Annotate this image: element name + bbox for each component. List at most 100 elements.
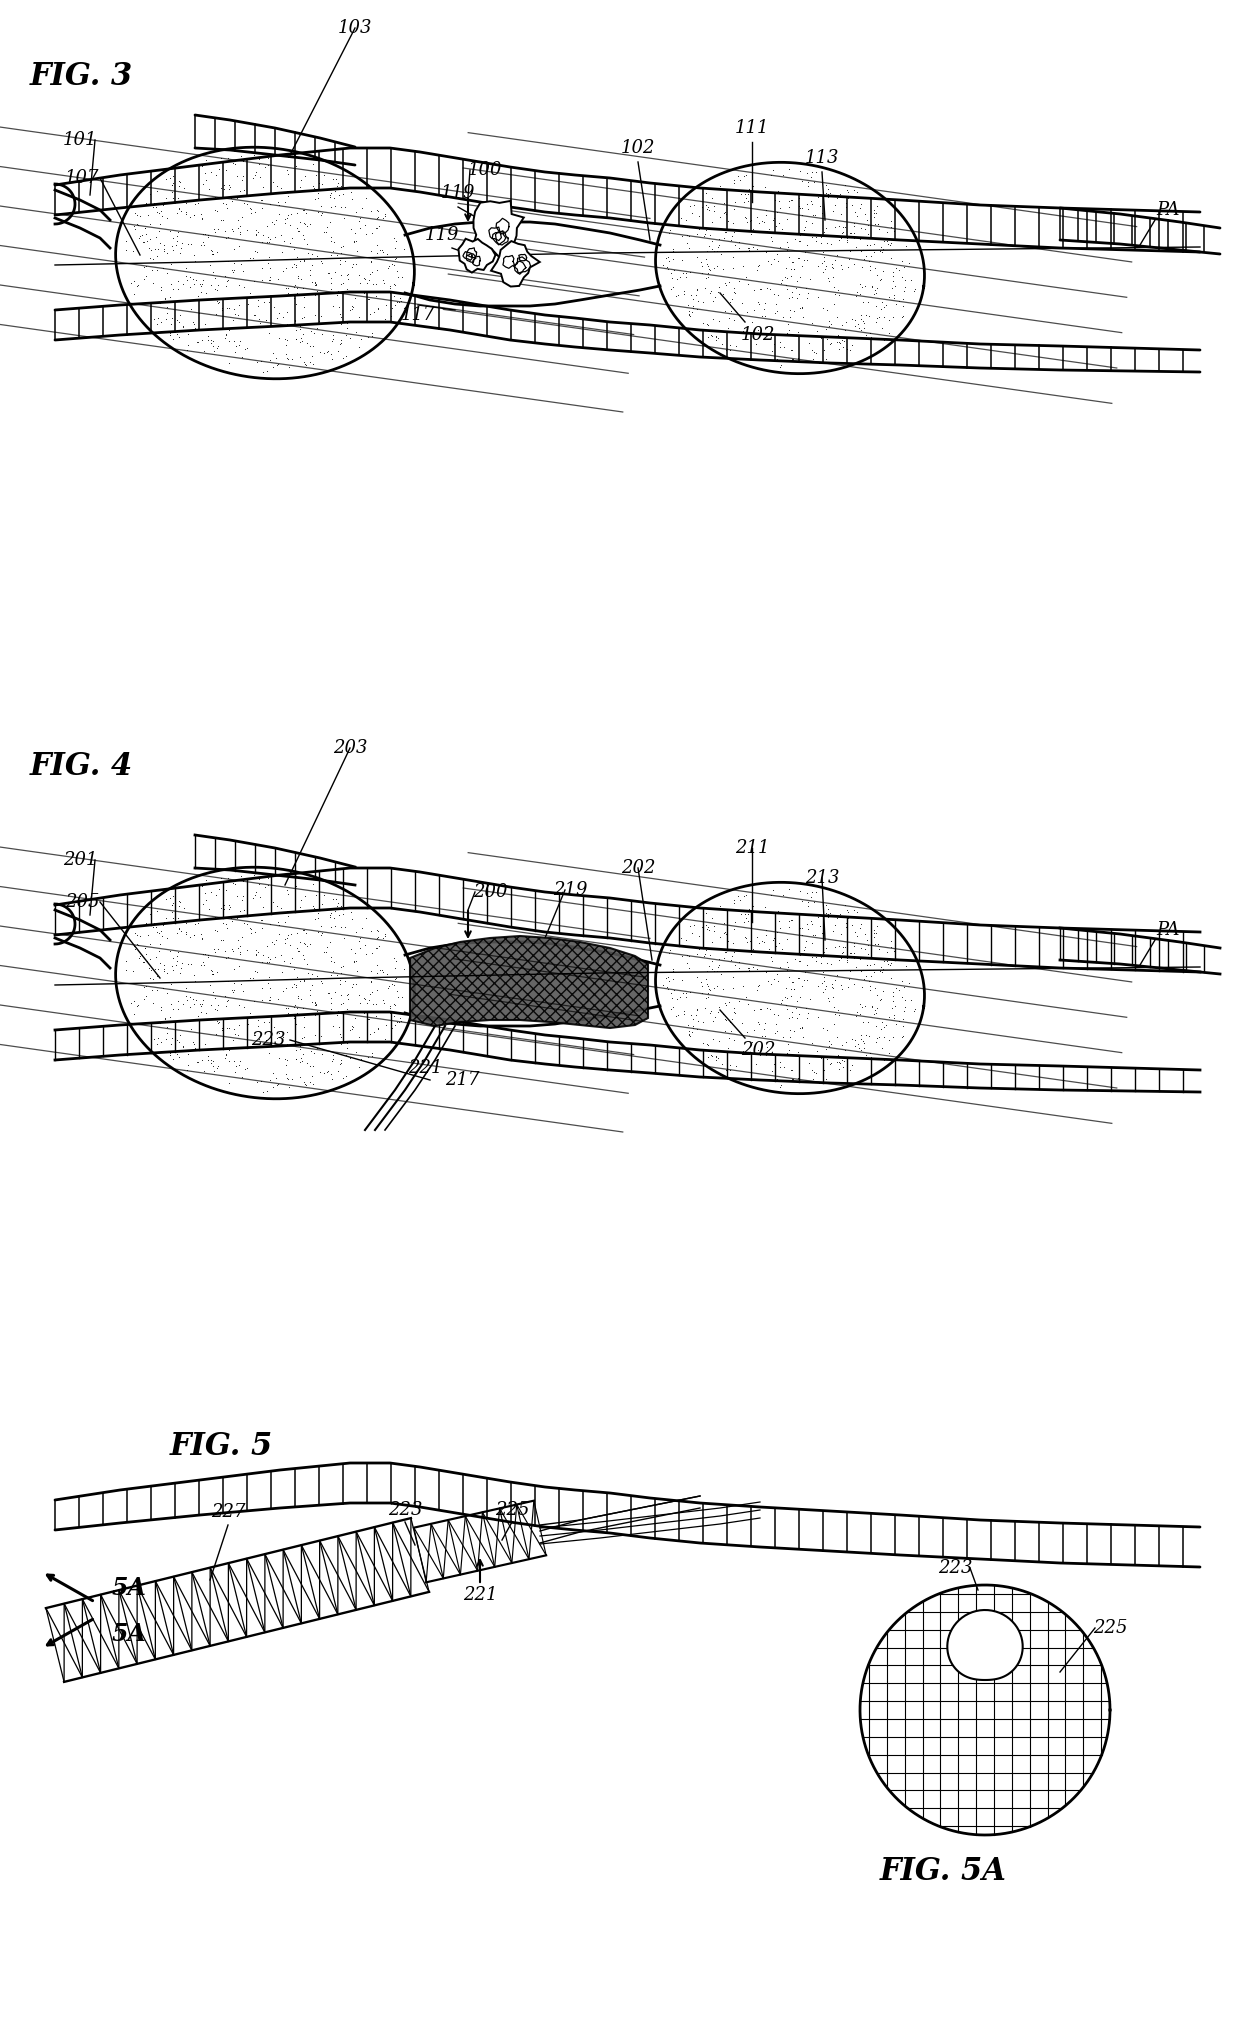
Point <box>140 952 160 985</box>
Point <box>832 1030 852 1062</box>
Point <box>864 236 884 269</box>
Point <box>342 1013 362 1046</box>
Point <box>787 283 807 315</box>
Point <box>748 973 768 1005</box>
Point <box>867 991 887 1024</box>
Point <box>303 969 322 1001</box>
Point <box>856 212 875 244</box>
Point <box>294 291 314 324</box>
Point <box>366 999 386 1032</box>
Point <box>193 983 213 1015</box>
Point <box>324 946 343 979</box>
Point <box>859 254 879 287</box>
Point <box>837 173 857 206</box>
Point <box>751 1020 771 1052</box>
Point <box>816 971 836 1003</box>
Point <box>171 916 191 948</box>
Point <box>286 918 306 950</box>
Point <box>372 954 392 987</box>
Point <box>715 283 735 315</box>
Point <box>779 191 799 224</box>
Point <box>331 307 351 340</box>
Point <box>311 197 331 230</box>
Point <box>804 920 823 952</box>
Point <box>327 1026 347 1058</box>
Point <box>303 1050 322 1083</box>
Point <box>320 977 340 1009</box>
Point <box>715 197 735 230</box>
Point <box>833 210 853 242</box>
Point <box>366 932 386 965</box>
Point <box>864 948 884 981</box>
Point <box>782 1054 802 1087</box>
Point <box>869 301 889 334</box>
Point <box>321 1058 341 1091</box>
Point <box>391 1005 410 1038</box>
Point <box>707 1040 727 1072</box>
Point <box>367 212 387 244</box>
Point <box>346 248 366 281</box>
Point <box>140 961 160 993</box>
Point <box>157 1018 177 1050</box>
Point <box>162 167 182 199</box>
Point <box>294 1022 314 1054</box>
Point <box>150 946 170 979</box>
Point <box>802 875 822 908</box>
Point <box>362 317 382 350</box>
Point <box>880 228 900 260</box>
Point <box>870 954 890 987</box>
Point <box>160 1001 180 1034</box>
Point <box>290 1032 310 1064</box>
Point <box>130 199 150 232</box>
Point <box>311 1020 331 1052</box>
Point <box>341 214 361 246</box>
Point <box>237 214 257 246</box>
Point <box>758 934 777 967</box>
Point <box>657 973 677 1005</box>
Point <box>799 326 818 358</box>
Point <box>286 971 306 1003</box>
Point <box>327 279 347 311</box>
Point <box>699 973 719 1005</box>
Point <box>300 330 320 362</box>
Point <box>321 238 341 271</box>
Point <box>698 193 718 226</box>
Point <box>738 185 758 218</box>
Point <box>387 963 407 995</box>
Point <box>822 967 842 999</box>
Point <box>733 1036 753 1068</box>
Point <box>766 287 786 319</box>
Point <box>776 204 796 236</box>
Text: 219: 219 <box>553 881 588 899</box>
Point <box>786 991 806 1024</box>
Text: 211: 211 <box>735 838 769 857</box>
Point <box>764 328 784 360</box>
Point <box>207 287 227 319</box>
Point <box>738 906 758 938</box>
Point <box>262 206 281 238</box>
Point <box>192 204 212 236</box>
Point <box>130 220 150 252</box>
Point <box>862 322 882 354</box>
Text: PA: PA <box>1156 201 1179 220</box>
Point <box>269 197 289 230</box>
Point <box>306 269 326 301</box>
Point <box>305 879 325 912</box>
Point <box>184 958 203 991</box>
Point <box>744 1013 764 1046</box>
Point <box>191 995 211 1028</box>
Point <box>370 234 389 267</box>
Point <box>322 324 342 356</box>
Point <box>904 995 924 1028</box>
Point <box>260 983 280 1015</box>
Text: FIG. 5: FIG. 5 <box>170 1431 273 1461</box>
Point <box>790 220 810 252</box>
Point <box>260 1062 280 1095</box>
Point <box>687 240 707 273</box>
Point <box>827 1022 847 1054</box>
Point <box>191 918 211 950</box>
Point <box>866 195 885 228</box>
Point <box>801 161 821 193</box>
Point <box>776 269 796 301</box>
Point <box>749 969 769 1001</box>
